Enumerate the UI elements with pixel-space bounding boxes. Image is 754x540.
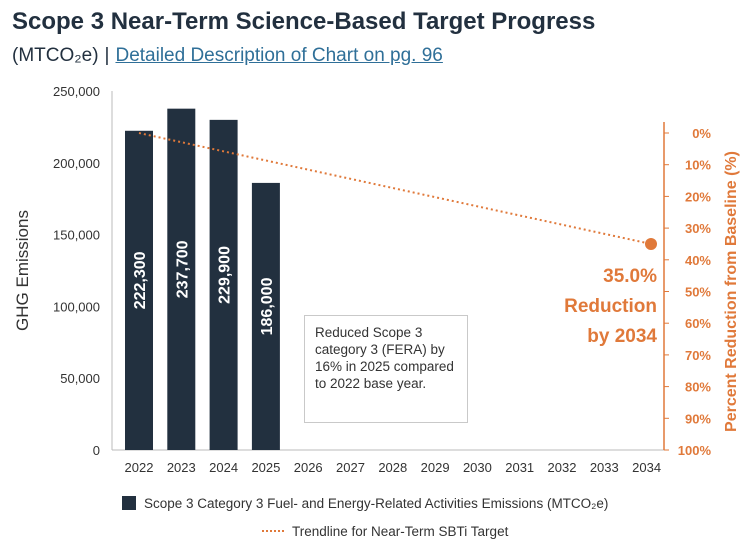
reduction-callout: 35.0%	[603, 266, 657, 287]
bar	[251, 182, 280, 451]
x-tick-label: 2027	[336, 460, 365, 475]
reduction-callout: by 2034	[587, 326, 657, 347]
bar-data-label: 186,000	[259, 277, 276, 335]
legend-bars: Scope 3 Category 3 Fuel- and Energy-Rela…	[122, 496, 608, 511]
bar	[125, 130, 153, 450]
right-tick-label: 40%	[685, 253, 711, 268]
right-tick-label: 10%	[685, 158, 711, 173]
right-tick-label: 0%	[692, 126, 711, 141]
chart-subtitle: (MTCO₂e) | Detailed Description of Chart o…	[12, 45, 443, 67]
right-tick-label: 60%	[685, 316, 711, 331]
x-tick-label: 2023	[167, 460, 196, 475]
right-tick-label: 50%	[685, 285, 711, 300]
x-tick-label: 2032	[548, 460, 577, 475]
right-tick-label: 30%	[685, 221, 711, 236]
right-tick-label: 80%	[685, 380, 711, 395]
bar	[209, 119, 238, 451]
bar-data-label: 222,300	[132, 251, 149, 309]
x-tick-label: 2034	[632, 460, 661, 475]
x-tick-label: 2024	[209, 460, 238, 475]
reduction-callout: Reduction	[564, 296, 657, 317]
y-tick-label: 250,000	[53, 84, 100, 99]
right-axis-label: Percent Reduction from Baseline (%)	[723, 151, 740, 432]
y-tick-label: 150,000	[53, 228, 100, 243]
legend-trend-swatch	[262, 530, 284, 532]
y-tick-label: 0	[93, 443, 100, 458]
right-tick-label: 100%	[678, 443, 712, 458]
legend-trendline: Trendline for Near-Term SBTi Target	[262, 524, 508, 539]
y-tick-label: 200,000	[53, 156, 100, 171]
separator: |	[104, 45, 110, 66]
x-tick-label: 2026	[294, 460, 323, 475]
x-tick-label: 2033	[590, 460, 619, 475]
y-axis-label: GHG Emissions	[13, 210, 32, 331]
unit-label: (MTCO₂e)	[12, 45, 99, 66]
bar	[167, 108, 196, 450]
detailed-description-link[interactable]: Detailed Description of Chart on pg. 96	[115, 45, 443, 66]
trendline	[138, 132, 652, 245]
trendline-endpoint	[645, 237, 657, 250]
legend-trend-label: Trendline for Near-Term SBTi Target	[292, 524, 509, 539]
x-tick-label: 2025	[251, 460, 280, 475]
chart-title: Scope 3 Near-Term Science-Based Target P…	[12, 8, 596, 35]
bar-data-label: 237,700	[174, 240, 191, 298]
x-tick-label: 2031	[505, 460, 534, 475]
y-tick-label: 50,000	[60, 371, 100, 386]
y-tick-label: 100,000	[53, 299, 100, 314]
right-tick-label: 20%	[685, 189, 711, 204]
legend-bar-label: Scope 3 Category 3 Fuel- and Energy-Rela…	[144, 496, 609, 511]
x-tick-label: 2029	[421, 460, 450, 475]
legend-bar-swatch	[122, 496, 136, 510]
right-tick-label: 70%	[685, 348, 711, 363]
x-tick-label: 2022	[125, 460, 154, 475]
bar-data-label: 229,900	[217, 246, 234, 304]
note-box: Reduced Scope 3 category 3 (FERA) by 16%…	[304, 315, 468, 423]
x-tick-label: 2028	[378, 460, 407, 475]
right-tick-label: 90%	[685, 411, 711, 426]
x-tick-label: 2030	[463, 460, 492, 475]
